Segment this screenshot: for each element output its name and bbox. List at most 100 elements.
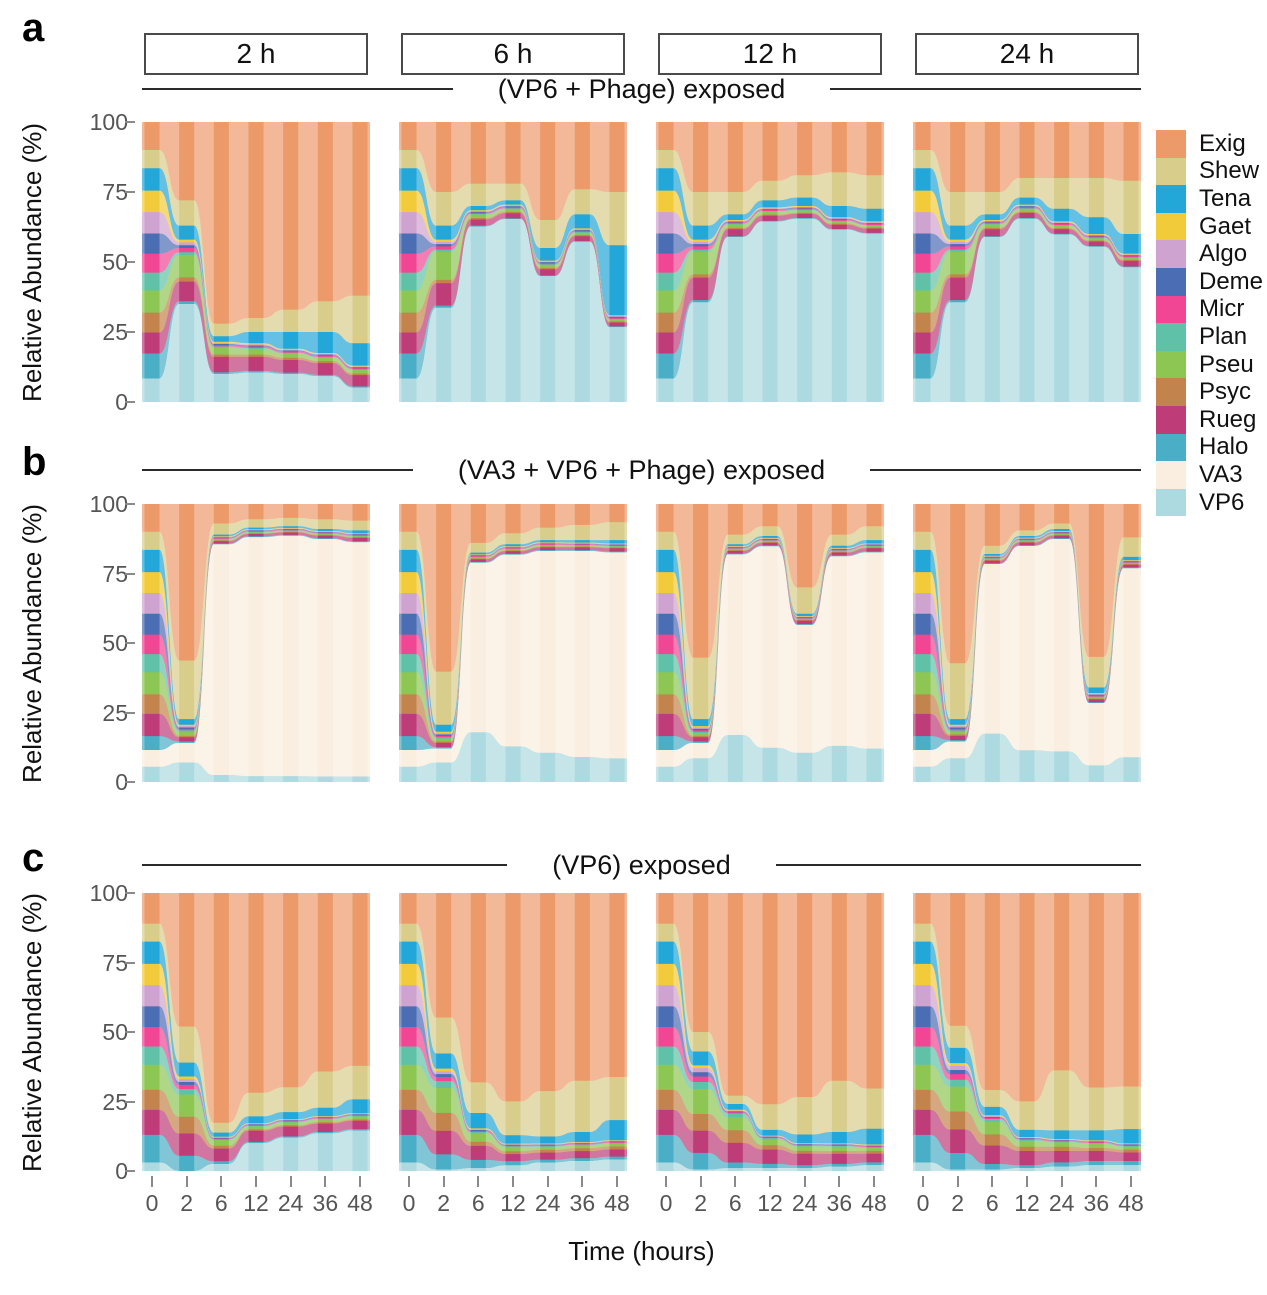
y-axis-label: Relative Abundance (%): [16, 892, 47, 1172]
x-tick-mark: [873, 1176, 875, 1187]
x-tick-label: 6: [214, 1190, 228, 1216]
interbar-highlight: [708, 893, 728, 1171]
legend-label: Psyc: [1199, 378, 1252, 406]
chart-svg: [913, 893, 1141, 1171]
x-tick-label: 48: [1118, 1190, 1144, 1216]
band-vp6: [656, 1162, 884, 1171]
band-vp6: [913, 733, 1141, 782]
x-tick-label: 6: [728, 1190, 742, 1216]
interbar-highlight: [656, 893, 659, 1171]
legend-item: Plan: [1156, 323, 1263, 351]
legend-item: Gaet: [1156, 212, 1263, 241]
x-tick-label: 0: [659, 1190, 673, 1216]
y-tick-mark: [125, 1170, 135, 1172]
y-tick-label: 100: [89, 880, 128, 906]
legend-label: VP6: [1199, 488, 1245, 516]
band-halo: [656, 1134, 884, 1171]
x-tick-mark: [991, 1176, 994, 1187]
legend-label: Pseu: [1199, 350, 1254, 378]
x-tick-mark: [546, 1176, 549, 1187]
interbar-highlight: [228, 122, 249, 402]
interbar-highlight: [1138, 504, 1141, 782]
y-tick-mark: [125, 1031, 135, 1033]
chart-svg: [656, 504, 884, 782]
interbar-highlight: [332, 122, 353, 402]
x-tick-mark: [255, 1176, 257, 1187]
y-tick-mark: [125, 892, 135, 894]
legend-item: Tena: [1156, 185, 1263, 213]
interbar-highlight: [589, 504, 610, 782]
title-rule-right: [775, 864, 1142, 866]
interbar-highlight: [742, 504, 763, 782]
interbar-highlight: [451, 893, 471, 1171]
x-tick-mark: [289, 1176, 292, 1187]
y-tick-label: 100: [89, 491, 128, 517]
band-vp6: [142, 1130, 370, 1171]
interbar-highlight: [673, 122, 694, 402]
title-rule-left: [142, 864, 508, 866]
x-tick-label: 48: [861, 1190, 887, 1216]
title-rule-right: [870, 469, 1141, 471]
interbar-highlight: [777, 893, 798, 1171]
x-tick-label: 48: [347, 1190, 373, 1216]
column-header-box-4: 24 h: [915, 33, 1139, 75]
legend-swatch-pseu: [1156, 350, 1186, 379]
interbar-highlight: [1103, 504, 1124, 782]
x-tick-label: 6: [985, 1190, 999, 1216]
interbar-highlight: [298, 504, 318, 782]
x-tick-mark: [359, 1176, 361, 1187]
y-tick-mark: [125, 261, 135, 263]
y-tick-label: 75: [102, 949, 128, 976]
band-vp6: [142, 762, 370, 782]
interbar-highlight: [965, 893, 985, 1171]
legend-item: Micr: [1156, 295, 1263, 324]
chart-svg: [913, 504, 1141, 782]
interbar-highlight: [881, 893, 884, 1171]
legend-label: Rueg: [1199, 405, 1257, 433]
legend-item: Halo: [1156, 433, 1263, 462]
x-tick-mark: [220, 1176, 223, 1187]
x-tick-mark: [151, 1176, 153, 1187]
legend-item: VP6: [1156, 488, 1263, 517]
legend-item: Pseu: [1156, 350, 1263, 379]
x-tick-mark: [408, 1176, 410, 1187]
stacked-area-chart-a-12h: [656, 122, 884, 402]
interbar-highlight: [332, 893, 353, 1171]
interbar-highlight: [298, 893, 318, 1171]
band-halo: [913, 1134, 1141, 1171]
interbar-highlight: [881, 122, 884, 402]
legend-swatch-tena: [1156, 185, 1186, 213]
interbar-highlight: [965, 122, 985, 402]
x-tick-mark: [477, 1176, 480, 1187]
x-tick-mark: [956, 1176, 959, 1187]
interbar-highlight: [999, 893, 1020, 1171]
interbar-highlight: [367, 893, 370, 1171]
y-tick-label: 50: [102, 630, 128, 656]
interbar-highlight: [846, 122, 867, 402]
x-tick-mark: [1095, 1176, 1098, 1187]
legend-swatch-va3: [1156, 461, 1186, 489]
interbar-highlight: [656, 122, 659, 402]
interbar-highlight: [1069, 504, 1089, 782]
band-vp6: [656, 735, 884, 782]
x-tick-mark: [769, 1176, 771, 1187]
interbar-highlight: [228, 893, 249, 1171]
stacked-area-chart-b-2h: [142, 504, 370, 782]
chart-svg: [399, 122, 627, 402]
title-rule-left: [142, 88, 453, 90]
interbar-highlight: [451, 122, 471, 402]
interbar-highlight: [913, 893, 916, 1171]
interbar-highlight: [742, 893, 763, 1171]
x-tick-mark: [185, 1176, 188, 1187]
interbar-highlight: [846, 893, 867, 1171]
legend-label: Deme: [1199, 267, 1264, 295]
y-tick-label: 0: [115, 1158, 128, 1184]
x-tick-label: 0: [145, 1190, 159, 1216]
legend-item: VA3: [1156, 461, 1263, 489]
y-axis-label: Relative Abundance (%): [16, 122, 47, 402]
interbar-highlight: [965, 504, 985, 782]
y-axis-label: Relative Abundance (%): [16, 503, 47, 783]
y-tick-mark: [125, 781, 135, 783]
legend-label: Algo: [1199, 240, 1248, 268]
x-tick-mark: [1060, 1176, 1063, 1187]
